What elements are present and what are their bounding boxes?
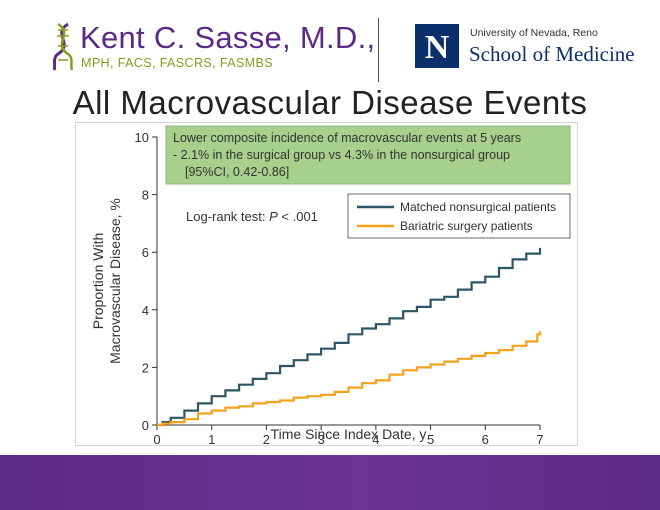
callout-line-1: Lower composite incidence of macrovascul… [173, 131, 521, 145]
x-tick-label: 0 [153, 432, 160, 445]
callout-line-3: [95%CI, 0.42-0.86] [185, 165, 289, 179]
university-name: University of Nevada, Reno [470, 27, 598, 39]
brand-credentials: MPH, FACS, FASCRS, FASMBS [81, 56, 273, 70]
x-tick-label: 1 [208, 432, 215, 445]
y-tick-label: 10 [135, 130, 149, 145]
y-tick-label: 6 [142, 245, 149, 260]
y-tick-label: 4 [142, 303, 149, 318]
callout-box [165, 125, 571, 185]
header-divider [378, 18, 379, 82]
y-axis-label-line-1: Proportion With [90, 233, 106, 329]
x-axis-label: Time Since Index Date, y [271, 426, 427, 442]
legend-label-nonsurgical: Matched nonsurgical patients [400, 200, 556, 214]
x-tick-label: 3 [318, 432, 325, 445]
x-tick-label: 5 [427, 432, 434, 445]
log-rank-annotation: Log-rank test: P < .001 [186, 209, 318, 224]
x-tick-label: 7 [536, 432, 543, 445]
dna-helix-logo-icon [52, 22, 74, 71]
unr-n-logo-icon: N [415, 24, 459, 68]
legend-label-surgical: Bariatric surgery patients [400, 219, 533, 233]
callout-line-2: - 2.1% in the surgical group vs 4.3% in … [173, 148, 510, 162]
unr-logo-letter: N [425, 29, 450, 66]
school-name: School of Medicine [469, 42, 635, 66]
brand-name: Kent C. Sasse, M.D., [80, 20, 376, 55]
x-tick-label: 2 [263, 432, 270, 445]
km-chart: 0 1 2 3 4 5 6 7 0 2 4 6 8 10 Time Since Index Date, y P… [90, 125, 571, 445]
slide-title: All Macrovascular Disease Events [72, 84, 588, 121]
y-tick-label: 8 [142, 188, 149, 203]
legend-box [347, 193, 571, 239]
x-tick-label: 4 [372, 432, 379, 445]
series-line-nonsurgical [157, 247, 542, 427]
series-line-surgical [157, 331, 542, 427]
y-axis-label-line-2: Macrovascular Disease, % [107, 198, 123, 364]
x-tick-label: 6 [482, 432, 489, 445]
footer-bar [0, 455, 660, 510]
y-tick-label: 0 [142, 418, 149, 433]
slide-header: Kent C. Sasse, M.D., MPH, FACS, FASCRS, … [0, 0, 660, 90]
y-tick-label: 2 [142, 360, 149, 375]
